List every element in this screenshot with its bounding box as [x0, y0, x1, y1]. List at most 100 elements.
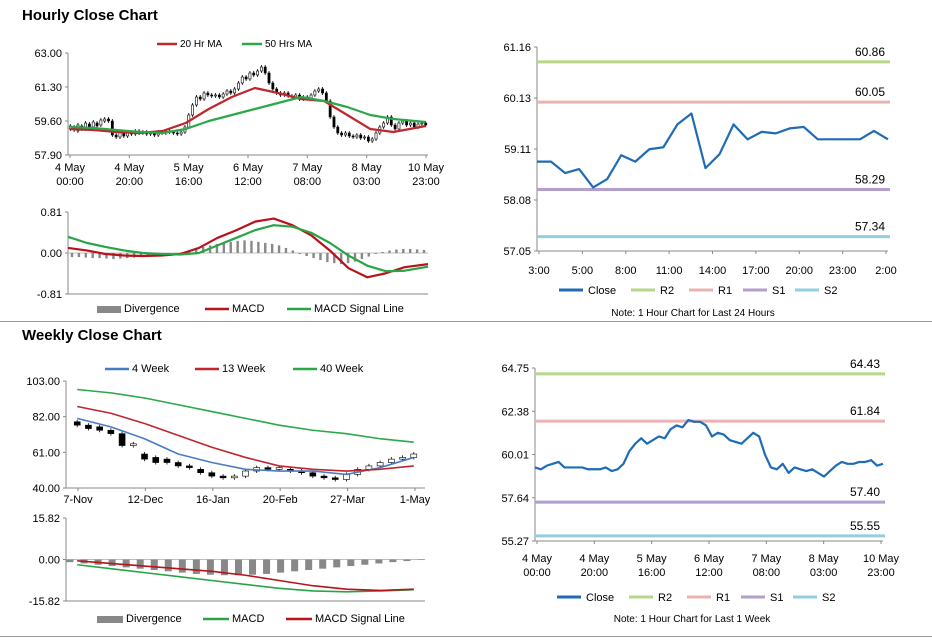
y-tick-label: 40.00 [32, 483, 60, 495]
x-tick-label: 8 May [809, 553, 839, 565]
price-candle [399, 457, 406, 460]
x-tick-label: 8:00 [615, 265, 636, 277]
divergence-bar [361, 559, 369, 565]
divergence-bar [84, 253, 88, 258]
legend-label: R1 [716, 592, 730, 604]
section-divider [0, 321, 932, 322]
price-candle [195, 96, 198, 106]
price-candle [91, 121, 95, 128]
x-tick-label: 5 May [174, 162, 204, 174]
price-candle [264, 467, 272, 470]
price-candle [208, 472, 216, 477]
divergence-bar [263, 559, 271, 574]
x-tick-label: 5:00 [572, 265, 593, 277]
x-tick-label: 27-Mar [330, 494, 365, 506]
legend-label: 4 Week [132, 363, 170, 375]
legend-label: S2 [824, 285, 837, 297]
x-tick-label: 4 May [114, 162, 144, 174]
legend-label: Close [588, 285, 616, 297]
x-tick-label: 2:00 [875, 265, 896, 277]
series-line-macd-signal-line [67, 224, 429, 273]
x-tick-label: 4 May [522, 553, 552, 565]
legend-label: R2 [658, 592, 672, 604]
weekly-section-title: Weekly Close Chart [22, 327, 162, 344]
divergence-bar [236, 240, 239, 253]
price-candle [114, 134, 118, 138]
price-candle [309, 472, 317, 477]
price-candle [107, 429, 115, 434]
divergence-bar [192, 559, 200, 574]
price-candle [267, 72, 271, 84]
divergence-bar [277, 245, 281, 253]
price-candle [388, 458, 395, 463]
price-candle [410, 453, 418, 458]
price-candle [401, 120, 405, 124]
price-candle [328, 100, 332, 118]
price-candle [229, 90, 233, 94]
y-tick-label: -15.82 [29, 596, 60, 608]
x-tick-label: 12:00 [234, 176, 262, 188]
series-line-close [537, 112, 889, 189]
divergence-bar [270, 243, 274, 253]
divergence-bar [298, 253, 301, 255]
price-candle [242, 470, 249, 477]
chart-note: Note: 1 Hour Chart for Last 24 Hours [611, 308, 774, 319]
divergence-bar [215, 243, 219, 253]
divergence-bar [375, 559, 383, 564]
divergence-bar [291, 559, 299, 572]
x-tick-label: 7 May [292, 162, 322, 174]
divergence-bar [339, 253, 343, 265]
divergence-bar [220, 559, 228, 576]
y-tick-label: 57.64 [501, 493, 529, 505]
price-candle [225, 90, 229, 95]
x-tick-label: 16:00 [175, 176, 203, 188]
y-tick-label: 0.00 [41, 248, 62, 260]
y-tick-label: 63.00 [34, 48, 62, 60]
price-candle [237, 82, 240, 90]
y-tick-label: 82.00 [32, 412, 60, 424]
x-tick-label: 17:00 [742, 265, 770, 277]
series-line-20-hr-ma [70, 86, 426, 135]
x-tick-label: 1-May [400, 494, 431, 506]
divergence-bar [249, 559, 257, 575]
divergence-bar [360, 253, 364, 260]
x-tick-label: 10 May [863, 553, 900, 565]
legend-label: Close [586, 592, 614, 604]
price-candle [355, 134, 359, 138]
divergence-bar [234, 559, 242, 576]
price-candle [85, 424, 92, 429]
y-tick-label: 61.00 [32, 447, 60, 459]
divergence-bar [257, 241, 260, 253]
price-candle [214, 94, 217, 97]
x-tick-label: 12-Dec [128, 494, 164, 506]
series-line-macd-signal-line [77, 560, 414, 592]
x-tick-label: 4 May [55, 162, 85, 174]
divergence-bar [346, 253, 350, 264]
divergence-bar [195, 248, 198, 253]
price-candle [240, 76, 244, 84]
y-tick-label: 55.27 [501, 536, 529, 548]
divergence-bar [112, 253, 115, 260]
divergence-bar [388, 250, 391, 253]
x-tick-label: 23:00 [412, 176, 440, 188]
price-candle [366, 136, 370, 142]
divergence-bar [415, 249, 419, 253]
price-candle [424, 122, 428, 126]
divergence-bar [319, 253, 322, 261]
series-line-close [534, 418, 884, 478]
price-candle [198, 96, 202, 100]
price-candle [244, 76, 248, 80]
divergence-bar [402, 248, 405, 253]
x-tick-label: 20:00 [581, 567, 609, 579]
y-tick-label: 59.11 [504, 144, 531, 156]
x-tick-label: 11:00 [656, 265, 683, 277]
price-candle [107, 118, 110, 122]
hourly-section-title: Hourly Close Chart [22, 7, 158, 24]
price-candle [186, 465, 193, 468]
divergence-bar [70, 253, 74, 258]
legend-label: R2 [660, 285, 674, 297]
legend-label: MACD [232, 613, 264, 625]
legend-label: R1 [718, 285, 732, 297]
price-candle [252, 72, 256, 76]
